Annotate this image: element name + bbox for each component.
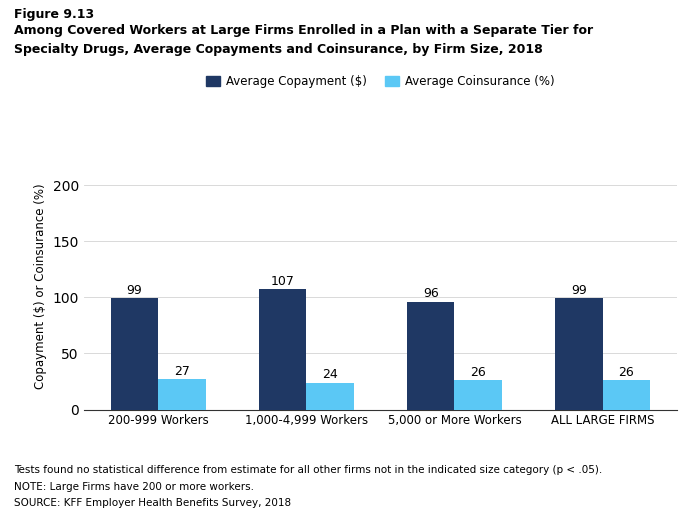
- Bar: [259, 289, 306, 410]
- Legend: Average Copayment ($), Average Coinsurance (%): Average Copayment ($), Average Coinsuran…: [206, 75, 555, 88]
- Text: Figure 9.13: Figure 9.13: [14, 8, 94, 21]
- Bar: [454, 380, 502, 410]
- Text: Specialty Drugs, Average Copayments and Coinsurance, by Firm Size, 2018: Specialty Drugs, Average Copayments and …: [14, 43, 543, 56]
- Text: 107: 107: [271, 275, 295, 288]
- Text: 26: 26: [470, 365, 486, 379]
- Text: 24: 24: [322, 368, 338, 381]
- Bar: [602, 380, 650, 410]
- Bar: [555, 298, 602, 410]
- Text: 99: 99: [571, 284, 587, 297]
- Text: 27: 27: [174, 364, 190, 377]
- Text: Tests found no statistical difference from estimate for all other firms not in t: Tests found no statistical difference fr…: [14, 465, 602, 475]
- Text: 99: 99: [126, 284, 142, 297]
- Text: NOTE: Large Firms have 200 or more workers.: NOTE: Large Firms have 200 or more worke…: [14, 482, 254, 492]
- Text: Among Covered Workers at Large Firms Enrolled in a Plan with a Separate Tier for: Among Covered Workers at Large Firms Enr…: [14, 24, 593, 37]
- Text: SOURCE: KFF Employer Health Benefits Survey, 2018: SOURCE: KFF Employer Health Benefits Sur…: [14, 498, 291, 508]
- Bar: [407, 302, 454, 410]
- Text: 96: 96: [423, 287, 438, 300]
- Bar: [111, 298, 158, 410]
- Bar: [306, 383, 354, 410]
- Y-axis label: Copayment ($) or Coinsurance (%): Copayment ($) or Coinsurance (%): [34, 183, 47, 389]
- Bar: [158, 379, 206, 410]
- Text: 26: 26: [618, 365, 634, 379]
